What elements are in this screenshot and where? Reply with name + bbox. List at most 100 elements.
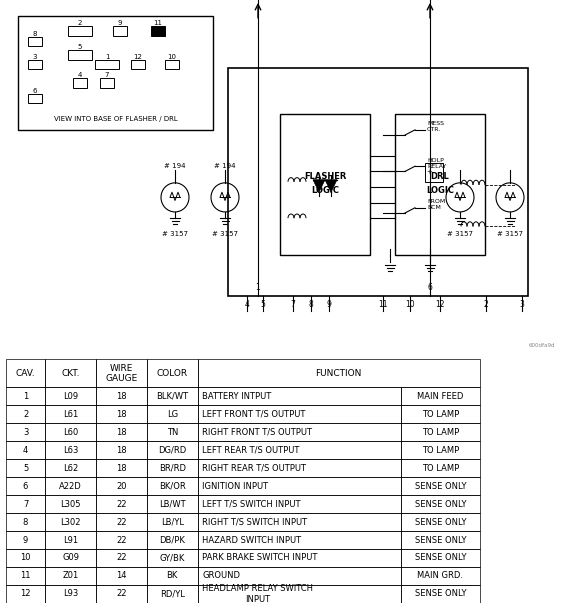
Bar	[165, 60, 179, 69]
Text: COLOR: COLOR	[157, 369, 188, 378]
Bar	[46, 495, 96, 513]
Bar	[96, 549, 147, 567]
Bar	[96, 406, 147, 423]
Text: LOGIC: LOGIC	[426, 186, 454, 195]
Bar	[96, 387, 147, 406]
Text: L91: L91	[63, 535, 78, 544]
Text: 22: 22	[116, 554, 127, 563]
Bar	[68, 26, 92, 36]
Bar	[198, 423, 401, 441]
Text: FUNCTION: FUNCTION	[316, 369, 362, 378]
Text: CKT.: CKT.	[62, 369, 80, 378]
Text: SENSE ONLY: SENSE ONLY	[415, 518, 466, 527]
Bar	[198, 513, 401, 531]
Text: VIEW INTO BASE OF FLASHER / DRL: VIEW INTO BASE OF FLASHER / DRL	[54, 116, 177, 122]
Bar	[401, 567, 480, 585]
Text: TN: TN	[166, 428, 178, 437]
Text: 4: 4	[78, 72, 82, 79]
Text: MAIN GRD.: MAIN GRD.	[418, 571, 464, 580]
Bar	[401, 387, 480, 406]
Bar	[46, 423, 96, 441]
Text: G09: G09	[62, 554, 79, 563]
Bar	[6, 585, 46, 603]
Text: RIGHT REAR T/S OUTPUT: RIGHT REAR T/S OUTPUT	[202, 463, 306, 473]
Text: PARK BRAKE SWITCH INPUT: PARK BRAKE SWITCH INPUT	[202, 554, 317, 563]
Text: 4: 4	[245, 300, 249, 309]
Text: 18: 18	[116, 428, 127, 437]
Text: 10: 10	[168, 54, 176, 60]
Text: 12: 12	[134, 54, 142, 60]
Text: 18: 18	[116, 463, 127, 473]
Text: TO LAMP: TO LAMP	[422, 428, 459, 437]
Bar	[147, 459, 198, 477]
Text: 10: 10	[20, 554, 31, 563]
Bar	[96, 495, 147, 513]
Bar	[96, 513, 147, 531]
Text: 22: 22	[116, 535, 127, 544]
Text: 6: 6	[33, 88, 37, 94]
Bar	[401, 406, 480, 423]
Text: Z01: Z01	[63, 571, 79, 580]
Bar	[147, 477, 198, 495]
Text: # 3157: # 3157	[447, 231, 473, 237]
Text: LB/WT: LB/WT	[159, 499, 185, 509]
Text: DB/PK: DB/PK	[160, 535, 185, 544]
Text: # 3157: # 3157	[497, 231, 523, 237]
Text: WIRE
GAUGE: WIRE GAUGE	[105, 364, 138, 383]
Bar	[46, 567, 96, 585]
Bar	[151, 26, 165, 36]
Bar	[46, 531, 96, 549]
Text: LEFT T/S SWITCH INPUT: LEFT T/S SWITCH INPUT	[202, 499, 301, 509]
Text: RIGHT T/S SWITCH INPUT: RIGHT T/S SWITCH INPUT	[202, 518, 308, 527]
Bar	[198, 549, 401, 567]
Text: # 194: # 194	[164, 163, 185, 169]
Text: IGNITION INPUT: IGNITION INPUT	[202, 482, 268, 491]
Bar	[6, 406, 46, 423]
Bar	[147, 406, 198, 423]
Bar	[401, 477, 480, 495]
Text: # 3157: # 3157	[162, 231, 188, 237]
Bar	[6, 513, 46, 531]
Bar	[395, 114, 485, 255]
Bar	[28, 37, 42, 46]
Bar	[68, 51, 92, 60]
Text: SENSE ONLY: SENSE ONLY	[415, 590, 466, 599]
Text: TO LAMP: TO LAMP	[422, 410, 459, 419]
Bar	[73, 79, 87, 88]
Text: LG: LG	[166, 410, 178, 419]
Text: # 194: # 194	[214, 163, 236, 169]
Bar	[198, 387, 401, 406]
Bar	[401, 513, 480, 531]
Text: 9: 9	[327, 300, 331, 309]
Text: 6: 6	[427, 283, 433, 292]
Text: 11: 11	[378, 300, 388, 309]
Text: 11: 11	[153, 20, 162, 26]
Text: 18: 18	[116, 392, 127, 401]
Bar	[401, 585, 480, 603]
Text: 1: 1	[105, 54, 109, 60]
Bar	[280, 114, 370, 255]
Text: GY/BK: GY/BK	[160, 554, 185, 563]
Bar	[96, 459, 147, 477]
Bar	[6, 531, 46, 549]
Text: 9: 9	[23, 535, 28, 544]
Bar	[6, 549, 46, 567]
Text: 10: 10	[405, 300, 415, 309]
Text: HEADLAMP RELAY SWITCH
INPUT: HEADLAMP RELAY SWITCH INPUT	[202, 584, 313, 604]
Bar	[96, 531, 147, 549]
Bar	[96, 359, 147, 387]
Bar	[95, 60, 119, 69]
Bar	[113, 26, 127, 36]
Text: 18: 18	[116, 410, 127, 419]
Bar	[198, 406, 401, 423]
Text: DRL: DRL	[431, 172, 449, 181]
Text: # 3157: # 3157	[212, 231, 238, 237]
Text: 5: 5	[78, 44, 82, 51]
Text: 14: 14	[116, 571, 127, 580]
Text: 22: 22	[116, 590, 127, 599]
Text: LEFT FRONT T/S OUTPUT: LEFT FRONT T/S OUTPUT	[202, 410, 306, 419]
Bar	[147, 549, 198, 567]
Bar	[46, 387, 96, 406]
Bar	[46, 585, 96, 603]
Text: 6: 6	[23, 482, 28, 491]
